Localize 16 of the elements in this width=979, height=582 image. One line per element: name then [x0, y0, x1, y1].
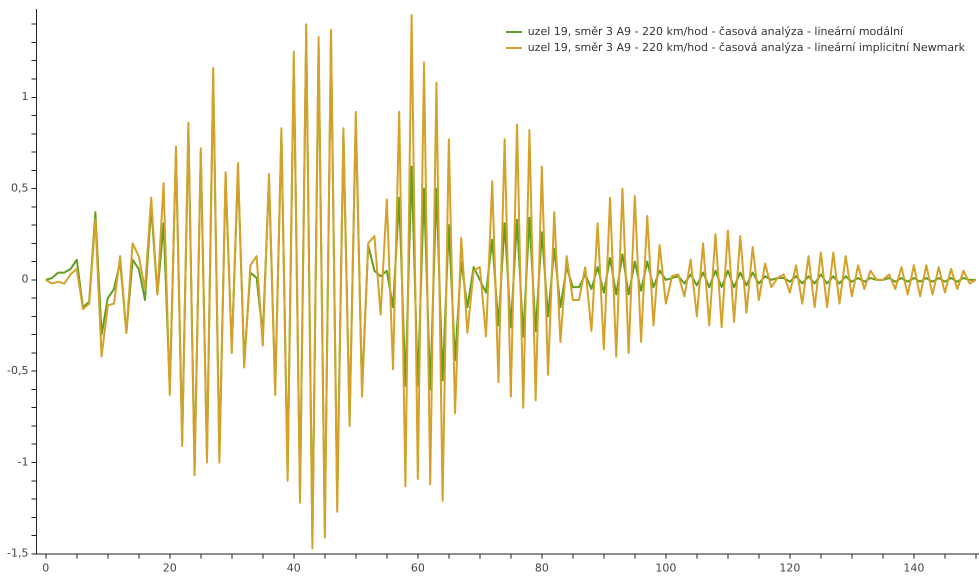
legend-label: uzel 19, směr 3 A9 - 220 km/hod - časová analýza - lineární implicitní Newmark — [528, 40, 965, 56]
x-tick-label: 140 — [903, 561, 924, 574]
y-tick-label: -1,5 — [6, 546, 28, 560]
y-tick-label: -0,5 — [6, 364, 28, 378]
y-tick-label: 0 — [21, 272, 28, 286]
legend-label: uzel 19, směr 3 A9 - 220 km/hod - časová analýza - lineární modální — [528, 24, 904, 40]
x-tick-label: 40 — [286, 561, 301, 574]
x-tick-label: 60 — [410, 561, 425, 574]
x-tick-label: 0 — [42, 561, 50, 574]
y-tick-label: 0,5 — [10, 181, 28, 194]
y-tick-label: -1 — [17, 455, 28, 468]
y-tick-label: 1 — [21, 90, 28, 104]
x-tick-label: 20 — [162, 561, 177, 574]
x-tick-label: 80 — [534, 561, 549, 574]
x-tick-label: 120 — [779, 561, 800, 574]
x-tick-label: 100 — [655, 561, 676, 574]
